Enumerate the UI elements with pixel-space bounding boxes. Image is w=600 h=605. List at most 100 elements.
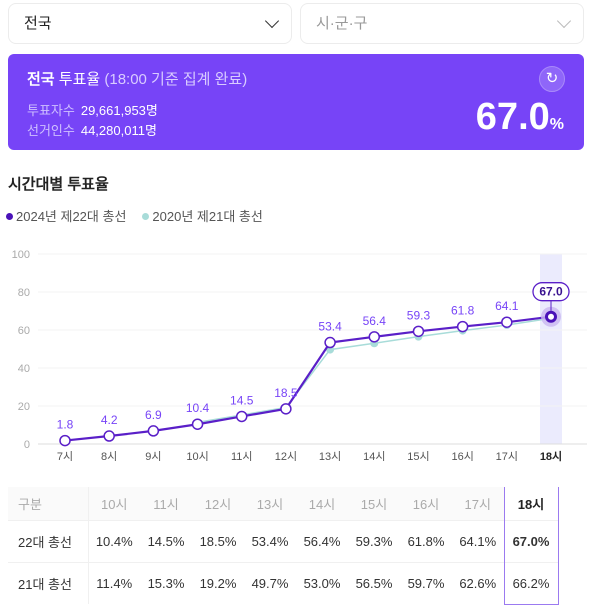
table-cell: 14.5%: [140, 519, 192, 562]
turnout-percent: 67.0%: [476, 96, 564, 139]
turnout-unit: %: [549, 116, 564, 133]
table-cell: 59.7%: [400, 561, 452, 604]
series-2024-point: [501, 316, 513, 328]
series-2024-point: [456, 320, 469, 333]
district-select[interactable]: 시·군·구: [300, 3, 584, 44]
data-label: 1.8: [57, 418, 74, 432]
table-cell: 67.0%: [503, 519, 559, 562]
table-header: 15시: [348, 487, 400, 520]
y-tick-label: 80: [18, 287, 30, 299]
data-label: 18.5: [274, 386, 298, 400]
refresh-button[interactable]: ↻: [539, 66, 565, 92]
table-cell: 11.4%: [88, 561, 140, 604]
turnout-line-chart: 0 20 40 60 80 100 7시 8시 9시 10시 11시 12시 13시 14시 15시 16시 1…: [12, 249, 587, 463]
x-tick-label: 11시: [231, 451, 253, 463]
x-tick-label: 16시: [451, 451, 473, 463]
data-label: 14.5: [230, 393, 254, 407]
table-cell: 15.3%: [140, 561, 192, 604]
table-cell: 66.2%: [503, 561, 559, 605]
callout-bubble: [532, 282, 570, 302]
series-2024-point: [103, 430, 115, 442]
table-header: 13시: [244, 487, 296, 520]
series-2024-point: [59, 434, 71, 447]
x-tick-label: 18시: [540, 450, 562, 463]
data-label: 59.3: [407, 308, 431, 322]
table-cell: 62.6%: [452, 561, 504, 604]
table-cell: 10.4%: [88, 519, 140, 562]
table-cell: 21대 총선: [8, 561, 89, 604]
x-tick-label: 10시: [186, 451, 208, 463]
voters-stat: 투표자수 29,661,953명: [27, 100, 158, 119]
data-label: 10.4: [186, 401, 210, 415]
y-tick-label: 100: [12, 249, 30, 261]
series-2024-point: [545, 310, 557, 323]
table-header: 17시: [452, 487, 504, 520]
table-header: 10시: [88, 487, 140, 520]
table-header: 11시: [140, 487, 192, 520]
legend-item-2024[interactable]: 2024년 제22대 총선: [6, 206, 126, 225]
chevron-down-icon: [264, 13, 280, 29]
refresh-icon: ↻: [545, 70, 559, 87]
table-cell: 53.4%: [244, 519, 296, 562]
table-header: 14시: [296, 487, 348, 520]
table-cell: 61.8%: [400, 519, 452, 562]
legend-label: 2020년 제21대 총선: [152, 209, 263, 224]
series-2024-line: [64, 315, 552, 442]
y-tick-label: 40: [18, 363, 30, 375]
legend-label: 2024년 제22대 총선: [16, 209, 127, 224]
summary-region: 전국: [27, 71, 55, 88]
table-cell: 22대 총선: [8, 519, 89, 562]
table-cell: 64.1%: [452, 519, 504, 562]
voters-label: 투표자수: [27, 103, 75, 118]
data-label: 6.9: [145, 408, 162, 422]
table-cell: 53.0%: [296, 561, 348, 604]
highlight-band: [540, 254, 562, 444]
series-2024-point: [191, 418, 204, 430]
table-cell: 56.5%: [348, 561, 400, 604]
x-tick-label: 7시: [57, 451, 73, 463]
turnout-value: 67.0: [475, 96, 550, 138]
summary-title-text: 투표율: [58, 71, 101, 88]
chart-legend: 2024년 제22대 총선 2020년 제21대 총선: [6, 206, 263, 225]
y-tick-label: 20: [18, 401, 30, 413]
series-2024-point: [280, 403, 292, 415]
x-tick-label: 17시: [496, 451, 518, 463]
x-tick-label: 13시: [319, 451, 341, 463]
x-tick-label: 8시: [101, 451, 117, 463]
data-label: 53.4: [318, 320, 342, 334]
series-2024-point: [324, 336, 336, 349]
chevron-down-icon: [556, 13, 572, 29]
table-header: 18시: [503, 487, 559, 520]
voters-value: 29,661,953명: [80, 103, 158, 118]
section-title: 시간대별 투표율: [8, 176, 109, 193]
table-row: 22대 총선 10.4% 14.5% 18.5% 53.4% 56.4% 59.…: [8, 519, 559, 562]
data-label: 61.8: [451, 304, 475, 318]
series-2024-point: [147, 425, 160, 437]
table-row: 21대 총선 11.4% 15.3% 19.2% 49.7% 53.0% 56.…: [8, 561, 559, 605]
table-header: 12시: [192, 487, 244, 520]
electorate-label: 선거인수: [27, 123, 75, 138]
region-select-value: 전국: [24, 15, 52, 32]
series-2024-point: [235, 410, 248, 423]
x-tick-label: 15시: [407, 451, 429, 463]
table-cell: 19.2%: [192, 561, 244, 604]
data-label: 4.2: [101, 413, 118, 427]
turnout-table: 구분 10시 11시 12시 13시 14시 15시 16시 17시 18시 2…: [8, 487, 559, 605]
x-tick-label: 9시: [145, 451, 161, 463]
table-cell: 56.4%: [296, 519, 348, 562]
data-label: 56.4: [363, 314, 387, 328]
summary-title: 전국 투표율 (18:00 기준 집계 완료): [27, 68, 247, 89]
table-cell: 18.5%: [192, 519, 244, 562]
table-header: 16시: [400, 487, 452, 520]
x-tick-label: 12시: [275, 451, 297, 463]
y-tick-label: 60: [18, 325, 30, 337]
district-select-placeholder: 시·군·구: [316, 15, 368, 32]
legend-dot-icon: [6, 213, 13, 220]
legend-item-2020[interactable]: 2020년 제21대 총선: [142, 206, 263, 225]
electorate-value: 44,280,011명: [80, 123, 157, 138]
table-cell: 59.3%: [348, 519, 400, 562]
turnout-summary-card: 전국 투표율 (18:00 기준 집계 완료) ↻ 투표자수 29,661,953…: [8, 54, 584, 150]
region-select[interactable]: 전국: [8, 3, 292, 44]
x-tick-label: 14시: [363, 451, 385, 463]
series-2024-point: [368, 331, 381, 343]
